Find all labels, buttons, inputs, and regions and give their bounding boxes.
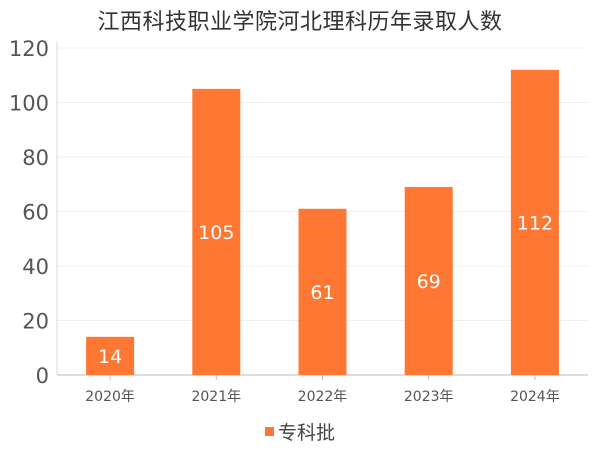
x-tick-label: 2023年 <box>404 389 454 405</box>
legend-label: 专科批 <box>277 422 335 444</box>
x-tick-label: 2024年 <box>510 389 560 405</box>
y-tick-label: 80 <box>22 146 49 170</box>
legend-swatch <box>264 427 274 436</box>
bar[interactable] <box>86 336 135 375</box>
y-tick-label: 20 <box>22 310 49 334</box>
bar[interactable] <box>192 88 241 375</box>
x-tick-label: 2020年 <box>85 389 135 405</box>
tick-labels: 0 20 40 60 80 100 120 14 2020年 105 2021年 61 2022年 69 2… <box>9 37 560 405</box>
bar[interactable] <box>510 69 559 376</box>
bars <box>86 69 559 376</box>
y-tick-label: 0 <box>36 364 49 388</box>
y-tick-label: 100 <box>9 92 49 116</box>
legend[interactable]: 专科批 <box>0 418 600 445</box>
bar-value-label: 61 <box>310 282 334 304</box>
bar[interactable] <box>298 208 347 375</box>
chart-title: 江西科技职业学院河北理科历年录取人数 <box>97 10 503 35</box>
x-tick-label: 2021年 <box>191 389 241 405</box>
x-tick-label: 2022年 <box>298 389 348 405</box>
bar-value-label: 112 <box>517 212 553 234</box>
bar[interactable] <box>404 186 453 375</box>
y-tick-label: 60 <box>22 201 49 225</box>
bar-value-label: 69 <box>417 271 441 293</box>
bar-value-label: 14 <box>98 346 122 368</box>
y-tick-label: 40 <box>22 255 49 279</box>
y-tick-label: 120 <box>9 37 49 61</box>
bar-value-label: 105 <box>198 222 234 244</box>
